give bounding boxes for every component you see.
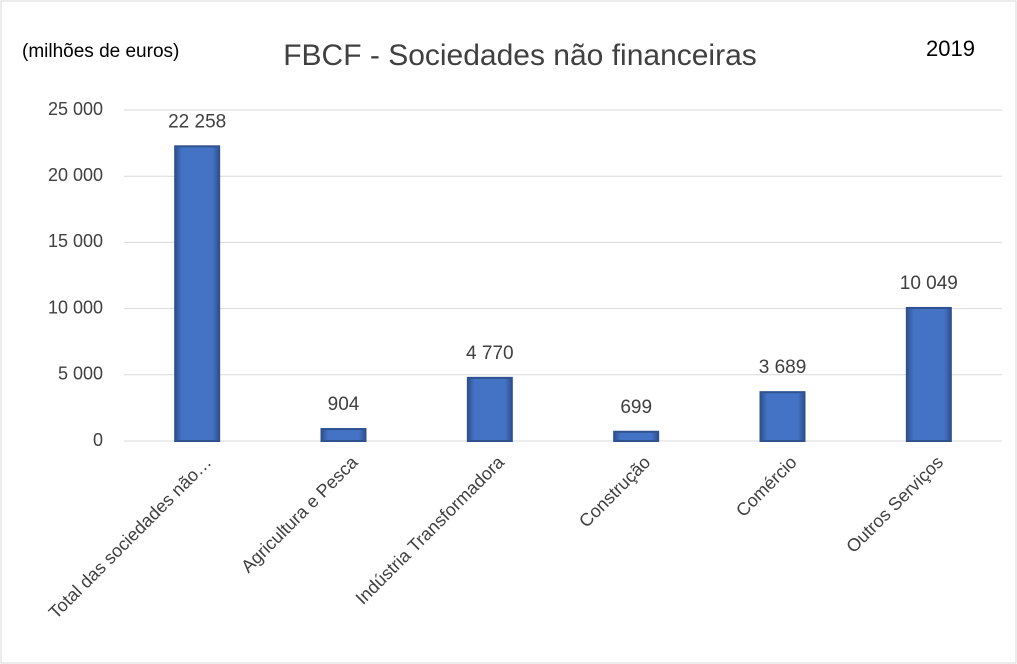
y-tick-label: 5 000: [58, 364, 103, 384]
data-label: 22 258: [168, 111, 226, 132]
unit-label: (milhões de euros): [22, 41, 179, 62]
y-tick-label: 0: [93, 430, 103, 450]
bar: [613, 430, 660, 442]
bar: [320, 428, 367, 442]
data-label: 904: [328, 394, 360, 415]
y-tick-label: 20 000: [48, 165, 103, 185]
y-tick-label: 10 000: [48, 297, 103, 317]
data-label: 10 049: [900, 273, 958, 294]
bar: [466, 376, 513, 443]
data-label: 3 689: [759, 357, 807, 378]
bar: [759, 391, 806, 443]
bar: [905, 306, 952, 442]
y-tick-label: 25 000: [48, 99, 103, 119]
data-label: 699: [620, 397, 652, 418]
year-label: 2019: [926, 36, 975, 61]
chart-title: FBCF - Sociedades não financeiras: [283, 39, 757, 72]
y-tick-label: 15 000: [48, 231, 103, 251]
data-label: 4 770: [466, 343, 514, 364]
bar: [174, 145, 221, 442]
